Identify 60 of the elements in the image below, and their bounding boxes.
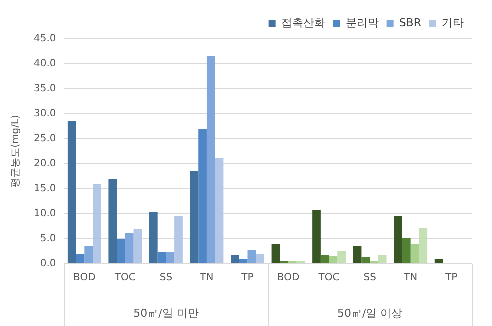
bar: [117, 239, 126, 264]
y-tick-label: 0.0: [40, 258, 56, 270]
y-tick-label: 25.0: [34, 134, 56, 145]
bar: [434, 260, 444, 264]
bar: [93, 184, 102, 264]
bar: [149, 212, 158, 264]
legend-label: 접촉산화: [281, 16, 326, 30]
x-tick-label: SS: [364, 272, 376, 284]
bar: [134, 229, 142, 264]
bar: [166, 252, 175, 264]
bar: [394, 216, 402, 264]
bar: [320, 255, 330, 264]
y-tick-label: 15.0: [34, 184, 56, 195]
bar: [419, 228, 428, 264]
bar: [239, 260, 248, 264]
bar: [248, 250, 256, 264]
y-tick-label: 10.0: [34, 208, 56, 220]
bar: [76, 254, 85, 264]
bar: [402, 238, 411, 264]
bar: [206, 56, 216, 264]
text: 50㎥/일 이상: [337, 306, 403, 320]
y-axis-title: 평균농도(mg/L): [10, 114, 22, 188]
bar: [362, 258, 370, 264]
text: 50㎥/일 미만: [134, 306, 199, 320]
x-tick-label: SS: [160, 272, 173, 284]
x-tick-label: TN: [403, 272, 418, 284]
x-tick-label: BOD: [277, 272, 300, 284]
legend-label: 분리막: [346, 16, 379, 30]
y-tick-label: 30.0: [34, 108, 56, 120]
bar: [215, 158, 224, 264]
x-tick-label: TP: [240, 272, 254, 284]
bar: [256, 254, 264, 264]
bar: [125, 234, 134, 264]
bar: [198, 130, 207, 264]
bar: [174, 216, 183, 264]
x-tick-label: TP: [444, 272, 458, 284]
x-tick-label: TN: [199, 272, 214, 284]
bar: [108, 180, 118, 264]
legend-label: 기타: [442, 16, 464, 30]
bar: [272, 244, 280, 264]
x-tick-label: TOC: [114, 272, 136, 284]
bar: [329, 256, 338, 264]
bar: [190, 171, 199, 264]
y-tick-label: 20.0: [34, 158, 56, 170]
bar: [410, 244, 420, 264]
y-tick-label: 35.0: [34, 84, 56, 95]
bar: [84, 246, 94, 264]
x-tick-label: BOD: [74, 272, 96, 284]
y-tick-label: 5.0: [40, 234, 56, 245]
y-tick-label: 40.0: [34, 58, 56, 70]
bar: [378, 256, 387, 264]
bar: [231, 256, 240, 264]
legend-label: SBR: [399, 16, 422, 30]
bar: [312, 210, 321, 264]
bar: [353, 246, 362, 264]
bar: [158, 252, 166, 264]
bar: [338, 251, 346, 264]
x-tick-label: TOC: [318, 272, 340, 284]
y-tick-label: 45.0: [34, 34, 56, 45]
bar: [68, 122, 76, 264]
